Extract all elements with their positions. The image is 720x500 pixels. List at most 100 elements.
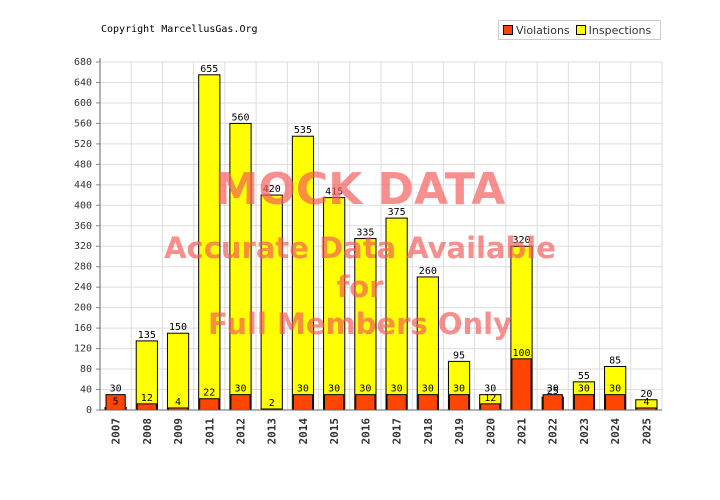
y-tick-label: 680 — [74, 57, 92, 68]
violations-value-label: 30 — [328, 384, 340, 395]
violations-bar — [511, 358, 532, 411]
y-tick-label: 240 — [74, 282, 92, 293]
grid-lines — [99, 61, 663, 411]
y-tick-label: 400 — [74, 200, 92, 211]
x-tick-label: 2014 — [297, 418, 310, 445]
violations-bar — [324, 394, 345, 411]
x-tick-label: 2020 — [484, 418, 497, 445]
x-tick-label: 2024 — [609, 418, 622, 445]
x-tick-label: 2019 — [453, 418, 466, 445]
y-tick-label: 160 — [74, 323, 92, 334]
violations-bar — [136, 403, 157, 411]
y-tick-label: 520 — [74, 139, 92, 150]
inspections-value-label: 375 — [388, 207, 406, 218]
x-tick-label: 2008 — [141, 418, 154, 445]
x-tick-label: 2016 — [359, 418, 372, 445]
violations-bar — [448, 394, 470, 411]
inspections-value-label: 335 — [356, 228, 374, 239]
violations-value-label: 22 — [203, 388, 215, 399]
watermark-for: for — [336, 270, 384, 304]
inspections-swatch — [575, 25, 586, 35]
y-tick-label: 200 — [74, 303, 92, 314]
x-tick-label: 2012 — [235, 418, 248, 445]
x-tick-label: 2023 — [578, 418, 591, 445]
chart-legend: Violations Inspections — [498, 20, 661, 40]
x-tick-label: 2017 — [391, 418, 404, 445]
copyright-text: Copyright MarcellusGas.Org — [101, 24, 258, 35]
violations-value-label: 30 — [453, 384, 465, 395]
x-tick-label: 2025 — [640, 418, 653, 445]
inspections-value-label: 5 — [113, 396, 119, 407]
y-tick-label: 40 — [80, 385, 92, 396]
inspections-value-label: 135 — [138, 330, 156, 341]
inspections-value-label: 150 — [169, 322, 187, 333]
axes: 0408012016020024028032036040044048052056… — [74, 57, 662, 445]
violations-value-label: 30 — [297, 384, 309, 395]
legend-item-violations: Violations — [503, 24, 570, 37]
violations-value-label: 2 — [269, 398, 275, 409]
violations-value-label: 30 — [110, 384, 122, 395]
y-tick-label: 560 — [74, 118, 92, 129]
x-tick-label: 2007 — [110, 418, 123, 445]
y-tick-label: 360 — [74, 221, 92, 232]
violations-value-label: 30 — [422, 384, 434, 395]
y-tick-label: 600 — [74, 98, 92, 109]
inspections-value-label: 85 — [609, 356, 621, 367]
y-tick-label: 640 — [74, 77, 92, 88]
violations-bar — [355, 394, 376, 411]
legend-label-inspections: Inspections — [588, 23, 652, 37]
violations-value-label: 30 — [391, 384, 403, 395]
violations-bar — [573, 394, 595, 411]
violations-bar — [199, 398, 220, 411]
legend-label-violations: Violations — [516, 23, 570, 37]
violations-value-label: 30 — [547, 384, 559, 395]
violations-bar — [386, 394, 407, 411]
y-tick-label: 0 — [86, 405, 92, 416]
watermark-accurate-data: Accurate Data Available — [164, 231, 556, 265]
x-tick-label: 2022 — [547, 418, 560, 445]
x-tick-label: 2021 — [516, 418, 529, 445]
violations-value-label: 30 — [609, 384, 621, 395]
inspections-value-label: 420 — [263, 184, 281, 195]
inspections-value-label: 535 — [294, 125, 312, 136]
inspections-value-label: 560 — [231, 112, 249, 123]
violations-value-label: 4 — [643, 397, 649, 408]
violations-bar — [292, 394, 314, 411]
inspections-value-label: 655 — [200, 64, 218, 75]
inspections-value-label: 320 — [512, 235, 530, 246]
inspections-value-label: 20 — [640, 389, 652, 400]
violations-bar — [417, 394, 438, 411]
violations-value-label: 12 — [141, 393, 153, 404]
violations-value-label: 30 — [359, 384, 371, 395]
inspections-value-label: 30 — [484, 384, 496, 395]
watermark-mock-data: MOCK DATA — [214, 164, 506, 215]
violations-value-label: 100 — [512, 348, 530, 359]
x-tick-label: 2009 — [172, 418, 185, 445]
inspections-value-label: 25 — [547, 386, 559, 397]
y-tick-label: 440 — [74, 180, 92, 191]
y-tick-label: 280 — [74, 262, 92, 273]
y-tick-label: 80 — [80, 364, 92, 375]
x-tick-label: 2013 — [266, 418, 279, 445]
legend-item-inspections: Inspections — [575, 23, 652, 37]
inspections-value-label: 95 — [453, 350, 465, 361]
inspections-value-label: 260 — [419, 266, 437, 277]
violations-bar — [605, 394, 626, 411]
bars — [104, 74, 658, 411]
x-tick-label: 2015 — [328, 418, 341, 445]
violations-bar — [230, 394, 251, 411]
violations-swatch — [503, 25, 513, 35]
y-tick-label: 320 — [74, 241, 92, 252]
violations-value-label: 4 — [175, 397, 181, 408]
violations-bar — [480, 403, 501, 411]
inspections-value-label: 415 — [325, 187, 343, 198]
y-tick-label: 120 — [74, 344, 92, 355]
violations-value-label: 30 — [234, 384, 246, 395]
x-tick-label: 2018 — [422, 418, 435, 445]
violations-value-label: 30 — [578, 384, 590, 395]
violations-value-label: 12 — [484, 393, 496, 404]
inspections-value-label: 55 — [578, 371, 590, 382]
value-labels: 5301351215046552256030420253530415303353… — [110, 64, 653, 409]
y-tick-label: 480 — [74, 159, 92, 170]
